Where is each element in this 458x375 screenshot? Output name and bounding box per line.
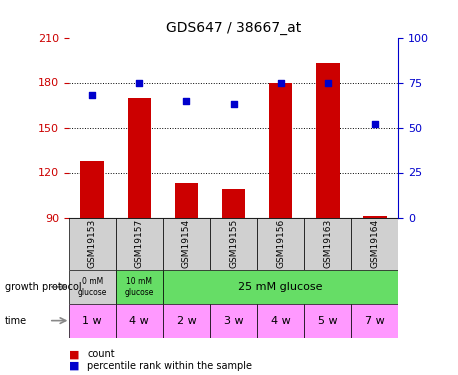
Text: GSM19164: GSM19164 [371,219,379,268]
Text: GSM19155: GSM19155 [229,219,238,268]
Point [324,80,332,86]
Title: GDS647 / 38667_at: GDS647 / 38667_at [166,21,301,35]
Point [183,98,190,104]
Text: count: count [87,350,114,359]
Point [277,80,284,86]
Point [88,92,96,98]
Bar [116,304,163,338]
Bar [163,304,210,338]
Bar [222,189,245,217]
Text: 5 w: 5 w [318,316,338,326]
Text: 25 mM glucose: 25 mM glucose [239,282,323,292]
Point [230,101,237,107]
Bar [257,304,304,338]
Text: 0 mM
glucose: 0 mM glucose [77,277,107,297]
Text: GSM19153: GSM19153 [88,219,97,268]
Text: ■: ■ [69,350,79,359]
Point [371,121,379,127]
Text: GSM19156: GSM19156 [276,219,285,268]
Bar [210,217,257,270]
Text: 4 w: 4 w [271,316,290,326]
Text: 10 mM
glucose: 10 mM glucose [125,277,154,297]
Bar [363,216,387,217]
Bar [257,217,304,270]
Text: GSM19154: GSM19154 [182,219,191,268]
Text: GSM19157: GSM19157 [135,219,144,268]
Bar [128,98,151,218]
Text: GSM19163: GSM19163 [323,219,333,268]
Bar [81,160,104,218]
Bar [316,63,339,217]
Bar [351,304,398,338]
Text: ■: ■ [69,361,79,370]
Text: 3 w: 3 w [224,316,243,326]
Text: time: time [5,316,27,326]
Bar [304,304,351,338]
Text: percentile rank within the sample: percentile rank within the sample [87,361,252,370]
Bar [163,217,210,270]
Bar [174,183,198,218]
Bar [69,304,116,338]
Bar [116,217,163,270]
Text: growth protocol: growth protocol [5,282,81,292]
Bar [304,217,351,270]
Bar [351,217,398,270]
Text: 1 w: 1 w [82,316,102,326]
Text: 4 w: 4 w [130,316,149,326]
Text: 7 w: 7 w [365,316,385,326]
Bar [116,270,163,304]
Bar [69,217,116,270]
Bar [163,270,398,304]
Bar [269,82,293,218]
Text: 2 w: 2 w [177,316,196,326]
Bar [69,270,116,304]
Point [136,80,143,86]
Bar [210,304,257,338]
